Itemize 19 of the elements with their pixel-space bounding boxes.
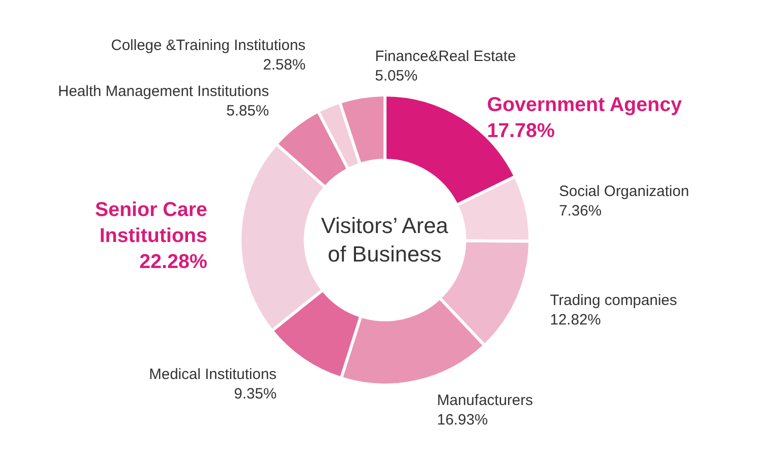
slice-label: Medical Institutions bbox=[149, 366, 277, 383]
data-label: 16.93% bbox=[437, 412, 488, 428]
slice-label: Trading companies bbox=[550, 292, 678, 309]
slice-label: Finance&Real Estate bbox=[375, 48, 516, 65]
slice-label: Manufacturers bbox=[437, 392, 533, 409]
slice-label: Social Organization bbox=[559, 183, 690, 200]
data-label: 9.35% bbox=[234, 386, 277, 402]
data-label: 7.36% bbox=[559, 202, 602, 220]
slice-label: Government Agency bbox=[487, 94, 683, 116]
data-label: 5.85% bbox=[226, 102, 269, 120]
data-label: 22.28% bbox=[139, 251, 208, 273]
text: Visitors’ Area of Business bbox=[321, 213, 449, 267]
data-label: 12.82% bbox=[550, 312, 601, 328]
data-label: 5.05% bbox=[375, 68, 418, 84]
data-label: 2.58% bbox=[263, 56, 306, 74]
slice-label: College &Training Institutions bbox=[111, 37, 306, 54]
data-label: 17.78% bbox=[487, 120, 556, 142]
slice-label: Senior Care Institutions bbox=[95, 199, 208, 247]
slice-label: Health Management Institutions bbox=[58, 83, 269, 100]
